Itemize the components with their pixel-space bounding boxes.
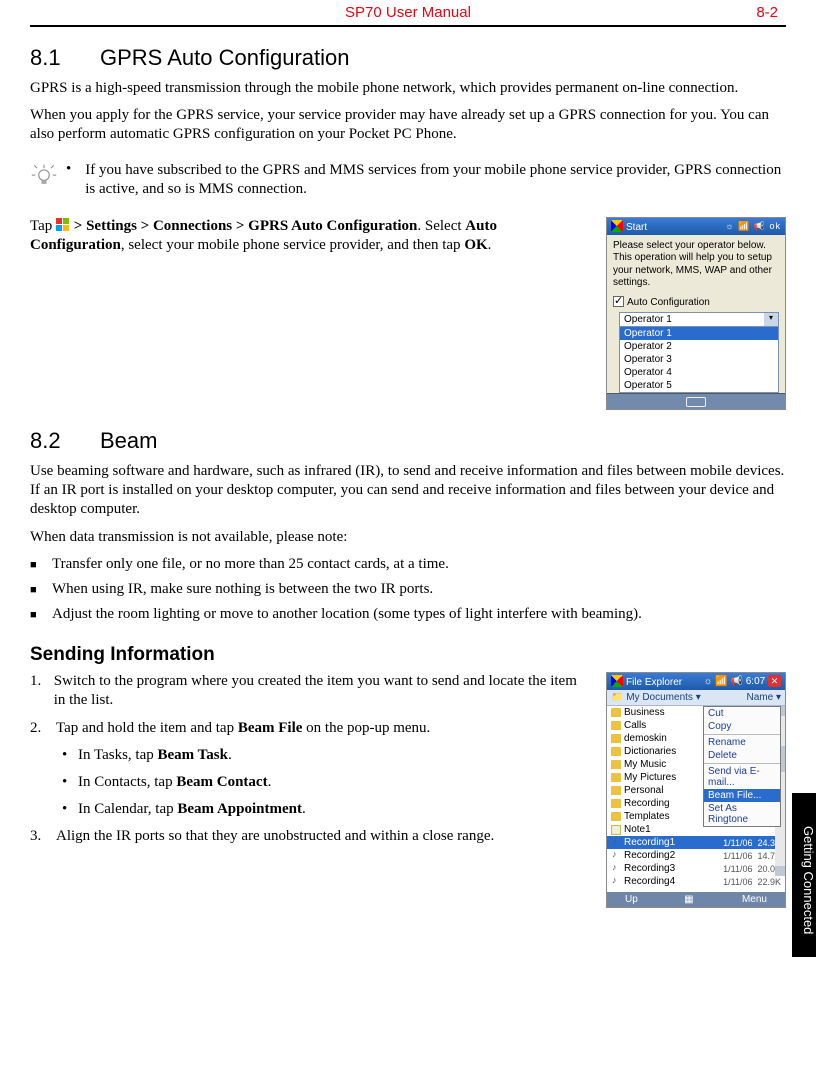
sending-info-heading: Sending Information: [30, 644, 786, 666]
manual-title: SP70 User Manual: [345, 4, 471, 21]
operator-option[interactable]: Operator 1: [620, 327, 778, 340]
file-row[interactable]: Recording21/11/06 14.7K: [607, 849, 785, 862]
operator-combo[interactable]: Operator 1▾: [619, 312, 779, 327]
step-2: Tap and hold the item and tap Beam File …: [56, 719, 430, 738]
page-header: SP70 User Manual 8-2: [30, 0, 786, 27]
operator-listbox[interactable]: Operator 1Operator 2Operator 3Operator 4…: [619, 326, 779, 393]
titlebar-status-icons: ☼ 📶 📢 ok: [725, 221, 781, 232]
autoconfig-checkbox[interactable]: [613, 296, 624, 307]
beam-bullets: ■Transfer only one file, or no more than…: [30, 555, 786, 625]
page-number: 8-2: [756, 4, 778, 21]
gprs-intro-1: GPRS is a high-speed transmission throug…: [30, 79, 786, 98]
fe-status: ☼ 📶 📢 6:07 ✕: [703, 675, 781, 688]
bullet-dot: •: [64, 161, 79, 178]
file-explorer-screenshot: File Explorer ☼ 📶 📢 6:07 ✕ 📁 My Document…: [606, 672, 786, 908]
page-content: 8.1GPRS Auto Configuration GPRS is a hig…: [0, 27, 816, 928]
operator-hint: Please select your operator below. This …: [613, 240, 779, 290]
autoconfig-screenshot: Start ☼ 📶 📢 ok Please select your operat…: [606, 217, 786, 410]
beam-note-intro: When data transmission is not available,…: [30, 528, 786, 547]
step-3: Align the IR ports so that they are unob…: [56, 827, 494, 846]
close-icon[interactable]: ✕: [768, 675, 781, 687]
operator-option[interactable]: Operator 4: [620, 366, 778, 379]
tap-instruction: Tap > Settings > Connections > GPRS Auto…: [30, 217, 606, 256]
operator-option[interactable]: Operator 2: [620, 340, 778, 353]
gprs-intro-2: When you apply for the GPRS service, you…: [30, 106, 786, 144]
fe-menu-button[interactable]: Menu: [742, 894, 767, 905]
beam-intro: Use beaming software and hardware, such …: [30, 462, 786, 520]
context-menu-item[interactable]: Copy: [704, 720, 780, 733]
fe-sort[interactable]: Name ▾: [747, 692, 781, 703]
windows-start-icon: [56, 218, 70, 232]
file-list[interactable]: BusinessCallsdemoskinDictionariesMy Musi…: [607, 706, 785, 892]
step-2c: In Calendar, tap Beam Appointment.: [78, 800, 306, 819]
operator-option[interactable]: Operator 5: [620, 379, 778, 392]
fe-up-button[interactable]: Up: [625, 894, 638, 905]
file-row[interactable]: Recording41/11/06 22.9K: [607, 875, 785, 888]
lightbulb-icon: [30, 162, 58, 190]
note-block: • If you have subscribed to the GPRS and…: [30, 161, 786, 199]
window-title: Start: [611, 220, 647, 233]
section-8-2-heading: 8.2Beam: [30, 428, 786, 454]
context-menu-item[interactable]: Delete: [704, 749, 780, 762]
context-menu-item[interactable]: Beam File...: [704, 789, 780, 802]
fe-crumb-path[interactable]: 📁 My Documents ▾: [611, 692, 701, 703]
context-menu-item[interactable]: Set As Ringtone: [704, 802, 780, 826]
file-row[interactable]: Recording31/11/06 20.0K: [607, 862, 785, 875]
context-menu-item[interactable]: Cut: [704, 707, 780, 720]
autoconfig-label: Auto Configuration: [627, 297, 710, 308]
context-menu: CutCopy RenameDelete Send via E-mail...Bea…: [703, 706, 781, 827]
file-row-selected[interactable]: Recording11/11/06 24.3K: [607, 836, 785, 849]
section-8-1-heading: 8.1GPRS Auto Configuration: [30, 45, 786, 71]
sip-bar[interactable]: [607, 393, 785, 409]
context-menu-item[interactable]: Send via E-mail...: [704, 765, 780, 789]
chapter-tab: Getting Connected: [792, 793, 816, 957]
operator-option[interactable]: Operator 3: [620, 353, 778, 366]
step-2a: In Tasks, tap Beam Task.: [78, 746, 232, 765]
context-menu-item[interactable]: Rename: [704, 736, 780, 749]
step-1: Switch to the program where you created …: [54, 672, 588, 710]
fe-title: File Explorer: [611, 675, 682, 688]
step-2b: In Contacts, tap Beam Contact.: [78, 773, 271, 792]
note-text: If you have subscribed to the GPRS and M…: [85, 161, 786, 199]
